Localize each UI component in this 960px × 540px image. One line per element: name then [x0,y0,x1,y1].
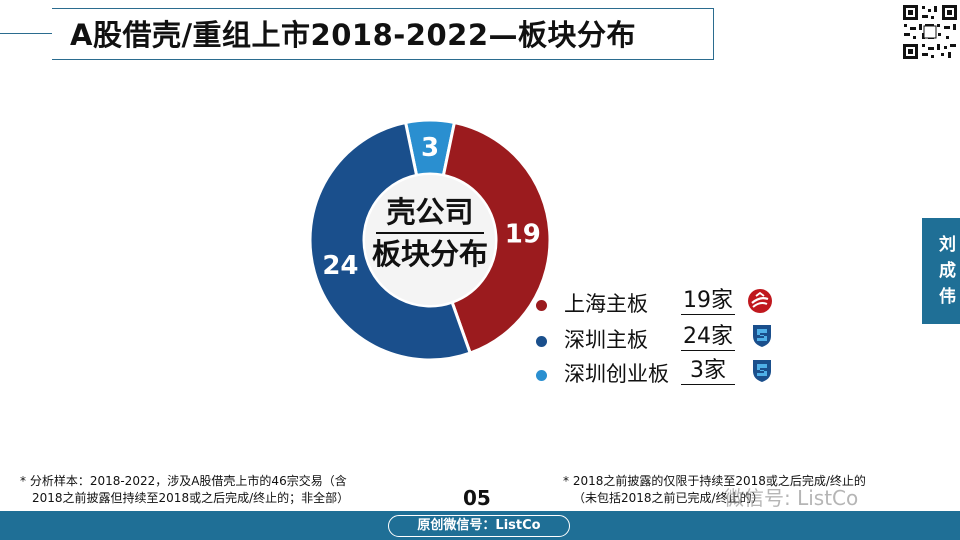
footnote-right-line2: （未包括2018之前已完成/终止的） [573,491,764,505]
chart-center-label: 壳公司 板块分布 [360,192,500,274]
wechat-id-badge: 原创微信号：ListCo [388,515,570,537]
footnote-right-line1: * 2018之前披露的仅限于持续至2018或之后完成/终止的 [563,474,866,488]
slice-shenzhen-main [308,120,473,362]
legend-dot [536,336,547,347]
szse-logo-icon [753,360,771,382]
data-label-shenzhen-gem: 3 [421,133,439,163]
legend-dot [536,370,547,381]
legend-label: 深圳创业板 [564,362,669,386]
donut-chart: 3 19 24 [308,118,552,362]
qr-code-icon [900,2,960,62]
footnote-left-line1: * 分析样本：2018-2022，涉及A股借壳上市的46宗交易（含 [20,474,347,488]
center-label-line2: 板块分布 [371,237,488,271]
donut-hole [365,175,495,305]
legend-dot [536,300,547,311]
footnote-right: * 2018之前披露的仅限于持续至2018或之后完成/终止的 （未包括2018之… [563,473,866,507]
wechat-watermark: 微信号: ListCo [724,486,859,510]
center-label-line1: 壳公司 [386,195,474,229]
legend-count: 24家 [681,324,735,351]
page-title: A股借壳/重组上市2018-2022—板块分布 [70,18,636,52]
legend-count: 19家 [681,288,735,315]
szse-logo-icon [753,325,771,347]
title-frame [52,8,714,60]
footnote-left: * 分析样本：2018-2022，涉及A股借壳上市的46宗交易（含 2018之前… [20,473,349,507]
title-left-rule [0,33,52,34]
footnote-left-line2: 2018之前披露但持续至2018或之后完成/终止的；非全部） [32,491,350,505]
data-label-shenzhen-main: 24 [322,251,358,281]
legend-label: 深圳主板 [564,328,648,352]
page-number: 05 [463,486,491,510]
center-label-divider [376,232,484,234]
author-side-tab: 刘成伟 [922,218,960,324]
sse-logo-icon [748,289,772,313]
legend-count: 3家 [681,358,735,385]
data-label-shanghai: 19 [505,220,541,250]
legend-label: 上海主板 [564,292,648,316]
slice-shanghai-main [441,120,552,355]
